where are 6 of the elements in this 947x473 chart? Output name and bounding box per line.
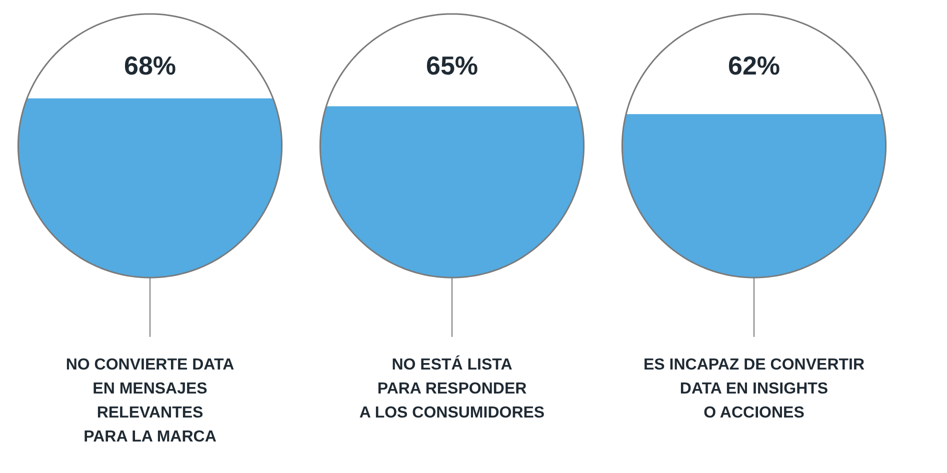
category-label: ES INCAPAZ DE CONVERTIR DATA EN INSIGHTS O ACCIONES [643, 356, 865, 422]
category-label: NO CONVIERTE DATA EN MENSAJES RELEVANTES PARA LA MARCA [66, 356, 235, 446]
data-label: 68% [124, 50, 176, 81]
category-label: NO ESTÁ LISTA PARA RESPONDER A LOS CONSUMIDORES [359, 354, 545, 422]
data-label: 62% [728, 50, 780, 81]
data-label: 65% [426, 50, 478, 81]
